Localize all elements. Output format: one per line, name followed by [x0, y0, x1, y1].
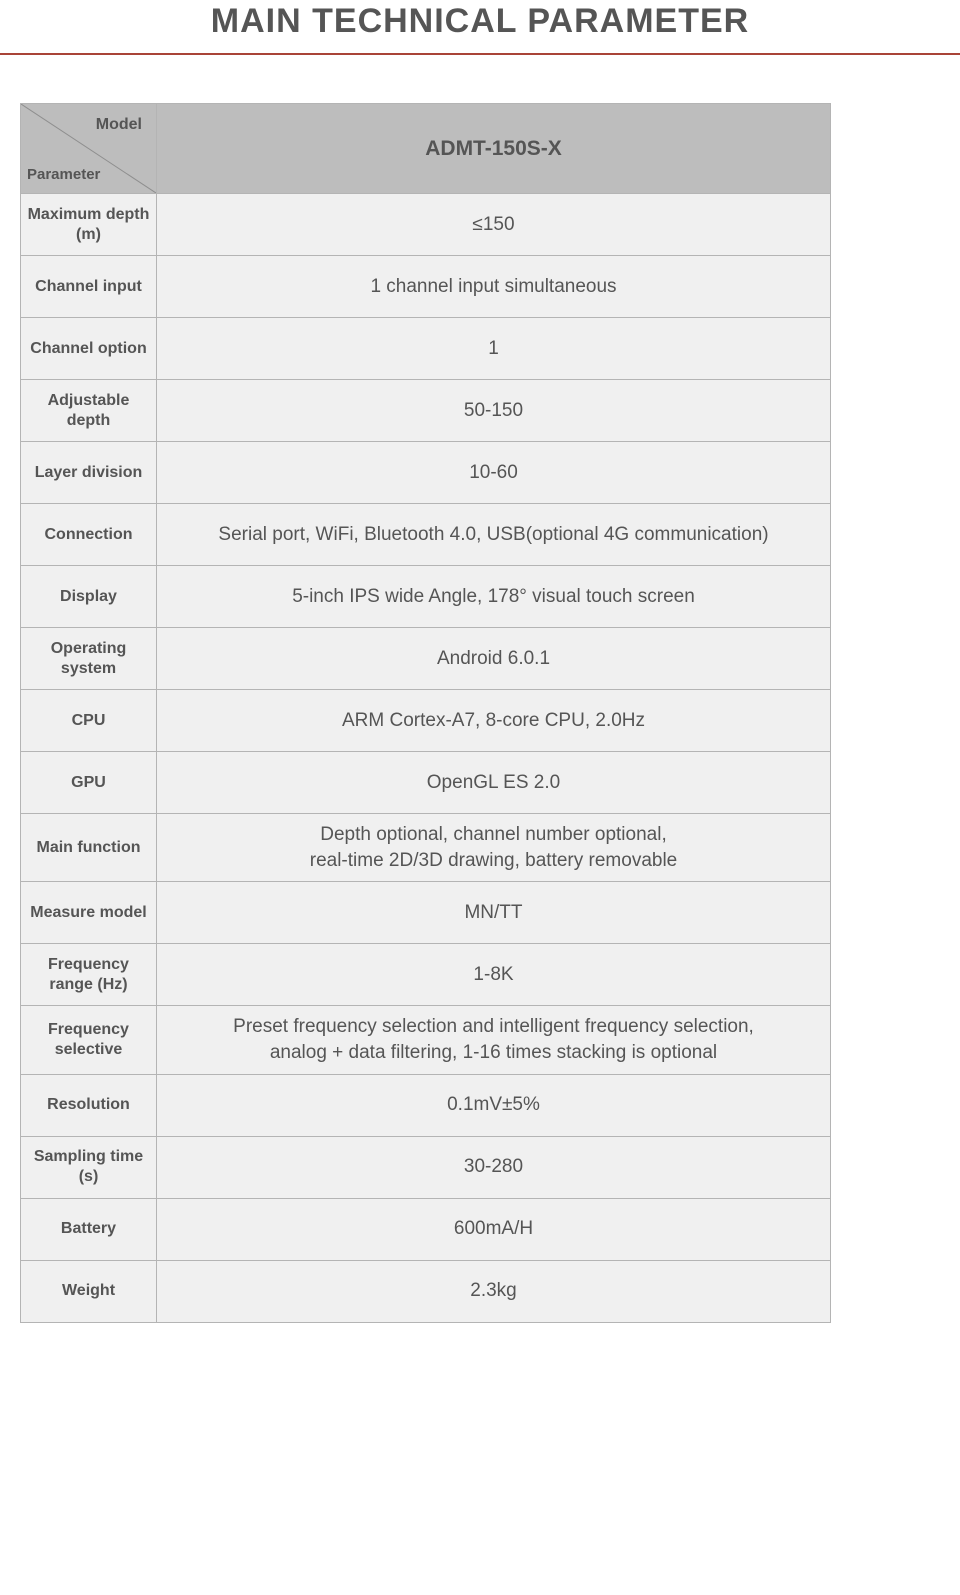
table-row: Sampling time (s) 30-280 [21, 1136, 831, 1198]
param-value: 2.3kg [157, 1260, 831, 1322]
param-label: Weight [21, 1260, 157, 1322]
param-label: Connection [21, 504, 157, 566]
param-value: Depth optional, channel number optional,… [157, 814, 831, 882]
param-label: GPU [21, 752, 157, 814]
table-row: Battery 600mA/H [21, 1198, 831, 1260]
param-value: 600mA/H [157, 1198, 831, 1260]
param-value: Preset frequency selection and intellige… [157, 1006, 831, 1074]
param-label: Display [21, 566, 157, 628]
spec-table: Model Parameter ADMT-150S-X Maximum dept… [20, 103, 831, 1323]
page-title: MAIN TECHNICAL PARAMETER [0, 0, 960, 41]
table-row: Measure model MN/TT [21, 882, 831, 944]
table-row: Channel input 1 channel input simultaneo… [21, 256, 831, 318]
table-row: Resolution 0.1mV±5% [21, 1074, 831, 1136]
param-value: Android 6.0.1 [157, 628, 831, 690]
param-label: Resolution [21, 1074, 157, 1136]
param-value: 1 channel input simultaneous [157, 256, 831, 318]
corner-parameter-label: Parameter [27, 166, 100, 183]
param-label: Operating system [21, 628, 157, 690]
table-row: Main function Depth optional, channel nu… [21, 814, 831, 882]
param-value: 1-8K [157, 944, 831, 1006]
table-row: CPU ARM Cortex-A7, 8-core CPU, 2.0Hz [21, 690, 831, 752]
param-label: Channel input [21, 256, 157, 318]
param-value: 5-inch IPS wide Angle, 178° visual touch… [157, 566, 831, 628]
param-label: Battery [21, 1198, 157, 1260]
param-label: Frequency selective [21, 1006, 157, 1074]
param-value: 50-150 [157, 380, 831, 442]
param-label: Channel option [21, 318, 157, 380]
table-row: Connection Serial port, WiFi, Bluetooth … [21, 504, 831, 566]
table-row: Operating system Android 6.0.1 [21, 628, 831, 690]
table-row: Frequency selective Preset frequency sel… [21, 1006, 831, 1074]
param-label: Layer division [21, 442, 157, 504]
spec-table-body: Maximum depth (m) ≤150 Channel input 1 c… [21, 194, 831, 1323]
table-row: Maximum depth (m) ≤150 [21, 194, 831, 256]
param-value: ARM Cortex-A7, 8-core CPU, 2.0Hz [157, 690, 831, 752]
table-row: Layer division 10-60 [21, 442, 831, 504]
model-name-header: ADMT-150S-X [157, 104, 831, 194]
param-value: Serial port, WiFi, Bluetooth 4.0, USB(op… [157, 504, 831, 566]
param-value: 0.1mV±5% [157, 1074, 831, 1136]
table-row: Display 5-inch IPS wide Angle, 178° visu… [21, 566, 831, 628]
param-value: 10-60 [157, 442, 831, 504]
param-value: OpenGL ES 2.0 [157, 752, 831, 814]
param-label: Adjustable depth [21, 380, 157, 442]
param-label: Sampling time (s) [21, 1136, 157, 1198]
param-label: Measure model [21, 882, 157, 944]
table-row: GPU OpenGL ES 2.0 [21, 752, 831, 814]
corner-model-label: Model [96, 116, 142, 134]
param-value: ≤150 [157, 194, 831, 256]
param-value: MN/TT [157, 882, 831, 944]
table-row: Frequency range (Hz) 1-8K [21, 944, 831, 1006]
heading-section: MAIN TECHNICAL PARAMETER [0, 0, 960, 57]
param-label: Main function [21, 814, 157, 882]
table-row: Weight 2.3kg [21, 1260, 831, 1322]
table-row: Channel option 1 [21, 318, 831, 380]
table-row: Adjustable depth 50-150 [21, 380, 831, 442]
param-label: Frequency range (Hz) [21, 944, 157, 1006]
param-label: CPU [21, 690, 157, 752]
param-value: 1 [157, 318, 831, 380]
param-value: 30-280 [157, 1136, 831, 1198]
param-label: Maximum depth (m) [21, 194, 157, 256]
table-corner-header: Model Parameter [21, 104, 157, 194]
spec-table-container: Model Parameter ADMT-150S-X Maximum dept… [0, 69, 960, 1403]
